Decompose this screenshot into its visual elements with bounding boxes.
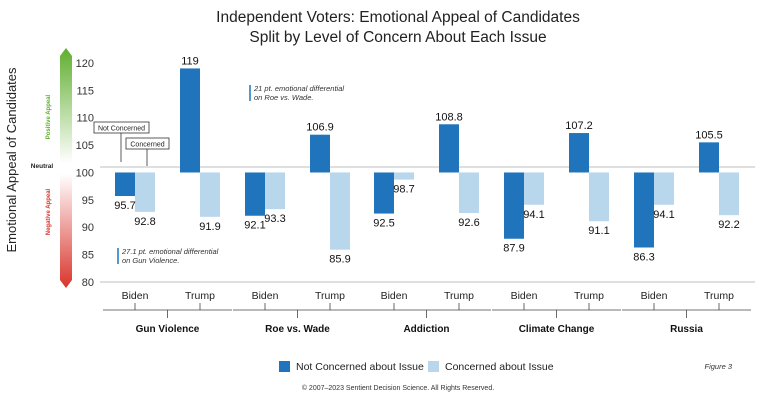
data-label: 95.7: [114, 200, 135, 212]
bar: [135, 172, 155, 212]
bar: [245, 172, 265, 216]
x-tick-label: Trump: [704, 290, 734, 302]
y-tick-label: 80: [82, 277, 94, 289]
bar: [589, 172, 609, 222]
callout-concerned: Concerned: [130, 142, 164, 149]
x-tick-label: Biden: [641, 290, 668, 302]
group-label: Addiction: [403, 324, 449, 335]
y-axis-ticks: 80 85 90 95 100 105 110 115 120: [76, 58, 94, 289]
chart-subtitle: Split by Level of Concern About Each Iss…: [249, 29, 546, 46]
group-label: Roe vs. Wade: [265, 324, 330, 335]
bar: [569, 133, 589, 173]
x-tick-label: Trump: [444, 290, 474, 302]
data-label: 87.9: [503, 243, 524, 255]
legend-label-not-concerned: Not Concerned about Issue: [296, 361, 424, 373]
roe-annotation-line1: 21 pt. emotional differential: [253, 84, 344, 93]
callout-not-concerned-box: [93, 121, 150, 134]
y-tick-label: 90: [82, 222, 94, 234]
gun-annotation-line1: 27.1 pt. emotional differential: [121, 247, 219, 256]
bar: [200, 172, 220, 217]
bar: [374, 172, 394, 214]
data-label: 119: [181, 55, 199, 67]
x-tick-label: Biden: [511, 290, 538, 302]
bar: [654, 172, 674, 205]
neutral-label: Neutral: [31, 163, 54, 170]
copyright-notice: © 2007–2023 Sentient Decision Science. A…: [302, 384, 494, 392]
group-label: Climate Change: [519, 324, 595, 335]
data-label: 92.5: [373, 218, 394, 230]
group-label: Russia: [670, 324, 703, 335]
bar: [180, 68, 200, 173]
bar: [504, 172, 524, 239]
bar-marks: [115, 68, 739, 250]
x-tick-label: Biden: [122, 290, 149, 302]
data-label: 105.5: [695, 129, 723, 141]
data-label: 98.7: [393, 184, 414, 196]
bar: [115, 172, 135, 197]
figure-label: Figure 3: [704, 362, 732, 371]
y-tick-label: 110: [76, 113, 94, 125]
roe-annotation-line2: on Roe vs. Wade.: [254, 93, 313, 102]
y-tick-label: 95: [82, 195, 94, 207]
bar: [265, 172, 285, 210]
bar: [699, 142, 719, 173]
data-label: 92.6: [458, 217, 479, 229]
bar: [459, 172, 479, 213]
callout-not-concerned: Not Concerned: [98, 126, 145, 133]
x-axis-labels: Biden Trump Gun Violence Biden Trump Roe vs. …: [103, 290, 751, 335]
bar: [524, 172, 544, 205]
data-label: 85.9: [329, 254, 350, 266]
data-label: 94.1: [653, 209, 674, 221]
gun-annotation-line2: on Gun Violence.: [122, 256, 179, 265]
data-label: 108.8: [435, 111, 463, 123]
data-label: 92.8: [134, 216, 155, 228]
data-label: 106.9: [306, 122, 334, 134]
negative-appeal-label: Negative Appeal: [46, 188, 52, 235]
y-tick-label: 85: [82, 250, 94, 262]
data-label: 86.3: [633, 252, 654, 264]
y-tick-label: 120: [76, 58, 94, 70]
x-tick-label: Trump: [315, 290, 345, 302]
x-tick-label: Biden: [381, 290, 408, 302]
positive-appeal-label: Positive Appeal: [46, 94, 52, 139]
x-tick-label: Trump: [574, 290, 604, 302]
bar: [330, 172, 350, 250]
callout-concerned-box: [125, 137, 170, 150]
bar: [719, 172, 739, 216]
bar: [634, 172, 654, 248]
positive-appeal-arrow: [60, 48, 72, 163]
value-labels: 95.7 92.8 119 91.9 92.193.3 106.9 85.9 92.5 98.7…: [114, 55, 739, 265]
y-tick-label: 115: [76, 85, 94, 97]
data-label: 107.2: [565, 120, 593, 132]
data-label: 93.3: [264, 213, 285, 225]
x-tick-label: Biden: [252, 290, 279, 302]
y-tick-label: 100: [76, 167, 94, 179]
negative-appeal-arrow: [60, 174, 72, 288]
bar: [310, 134, 330, 173]
data-label: 91.9: [199, 221, 220, 233]
x-tick-label: Trump: [185, 290, 215, 302]
data-label: 94.1: [523, 209, 544, 221]
data-label: 92.1: [244, 220, 265, 232]
legend-label-concerned: Concerned about Issue: [445, 361, 554, 373]
bar: [439, 124, 459, 173]
legend-swatch-not-concerned: [279, 361, 290, 372]
y-tick-label: 105: [76, 140, 94, 152]
y-axis-label: Emotional Appeal of Candidates: [4, 67, 19, 253]
group-label: Gun Violence: [136, 324, 200, 335]
bar: [394, 172, 414, 180]
data-label: 92.2: [718, 219, 739, 231]
chart-title: Independent Voters: Emotional Appeal of …: [216, 9, 580, 26]
data-label: 91.1: [588, 225, 609, 237]
legend-swatch-concerned: [428, 361, 439, 372]
